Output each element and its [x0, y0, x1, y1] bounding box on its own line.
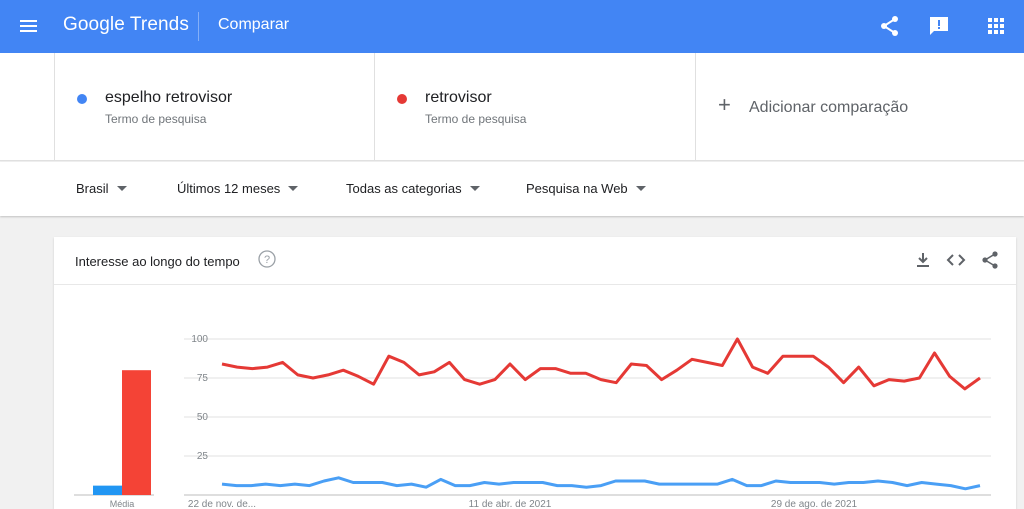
- average-label: Média: [110, 499, 135, 509]
- region-select-value: Brasil: [76, 181, 109, 196]
- y-tick-label: 50: [197, 412, 209, 423]
- interest-chart[interactable]: 25 50 75 100 Média 22 de nov. de... 11 de abr.…: [54, 237, 1016, 509]
- search-term-type: Termo de pesquisa: [425, 112, 527, 126]
- search-type-select[interactable]: Pesquisa na Web: [526, 181, 646, 196]
- logo-google-text: Google: [63, 14, 125, 35]
- page-title: Comparar: [218, 16, 290, 33]
- average-bar: [122, 370, 151, 495]
- interest-over-time-card: Interesse ao longo do tempo ? 25 50 75 100 M…: [54, 237, 1016, 509]
- search-term-card[interactable]: retrovisor Termo de pesquisa: [375, 53, 696, 161]
- search-term-card[interactable]: espelho retrovisor Termo de pesquisa: [54, 53, 375, 161]
- x-tick-label: 29 de ago. de 2021: [771, 499, 858, 509]
- card-title: Interesse ao longo do tempo: [75, 254, 240, 269]
- apps-icon[interactable]: [984, 14, 1008, 38]
- help-icon[interactable]: ?: [258, 250, 276, 268]
- series-color-dot: [397, 94, 407, 104]
- plus-icon: +: [718, 92, 731, 117]
- chevron-down-icon: [116, 186, 127, 192]
- chevron-down-icon: [469, 186, 480, 192]
- chevron-down-icon: [635, 186, 646, 192]
- filters-bar: Brasil Últimos 12 meses Todas as categor…: [0, 162, 1024, 216]
- feedback-icon[interactable]: [927, 14, 951, 38]
- x-tick-label: 11 de abr. de 2021: [469, 499, 552, 509]
- embed-icon[interactable]: [946, 250, 966, 270]
- region-select[interactable]: Brasil: [76, 181, 127, 196]
- add-comparison-button[interactable]: + Adicionar comparação: [696, 53, 1016, 161]
- top-app-bar: Google Trends Comparar: [0, 0, 1024, 53]
- download-icon[interactable]: [913, 250, 933, 270]
- y-tick-label: 100: [191, 334, 208, 345]
- search-term-type: Termo de pesquisa: [105, 112, 207, 126]
- series-line: [221, 476, 981, 491]
- share-icon[interactable]: [980, 250, 1000, 270]
- logo-trends-text: Trends: [129, 14, 189, 35]
- comparison-terms-bar: espelho retrovisor Termo de pesquisa ret…: [0, 53, 1024, 161]
- period-select-value: Últimos 12 meses: [177, 181, 281, 196]
- category-select[interactable]: Todas as categorias: [346, 181, 480, 196]
- google-trends-logo[interactable]: Google Trends: [63, 14, 189, 36]
- x-tick-label: 22 de nov. de...: [188, 499, 256, 509]
- card-header: Interesse ao longo do tempo ?: [54, 237, 1016, 285]
- period-select[interactable]: Últimos 12 meses: [177, 181, 299, 196]
- chevron-down-icon: [288, 186, 299, 192]
- search-term-name: retrovisor: [425, 89, 492, 106]
- search-term-name: espelho retrovisor: [105, 89, 233, 106]
- y-tick-label: 25: [197, 451, 209, 462]
- y-tick-label: 75: [197, 373, 209, 384]
- add-comparison-label: Adicionar comparação: [749, 99, 909, 116]
- series-line: [221, 337, 981, 391]
- menu-icon[interactable]: [16, 14, 44, 38]
- search-type-select-value: Pesquisa na Web: [526, 181, 628, 196]
- category-select-value: Todas as categorias: [346, 181, 462, 196]
- svg-text:?: ?: [264, 254, 270, 266]
- average-bar: [93, 485, 122, 495]
- header-divider: [198, 12, 199, 41]
- series-color-dot: [77, 94, 87, 104]
- share-icon[interactable]: [878, 14, 902, 38]
